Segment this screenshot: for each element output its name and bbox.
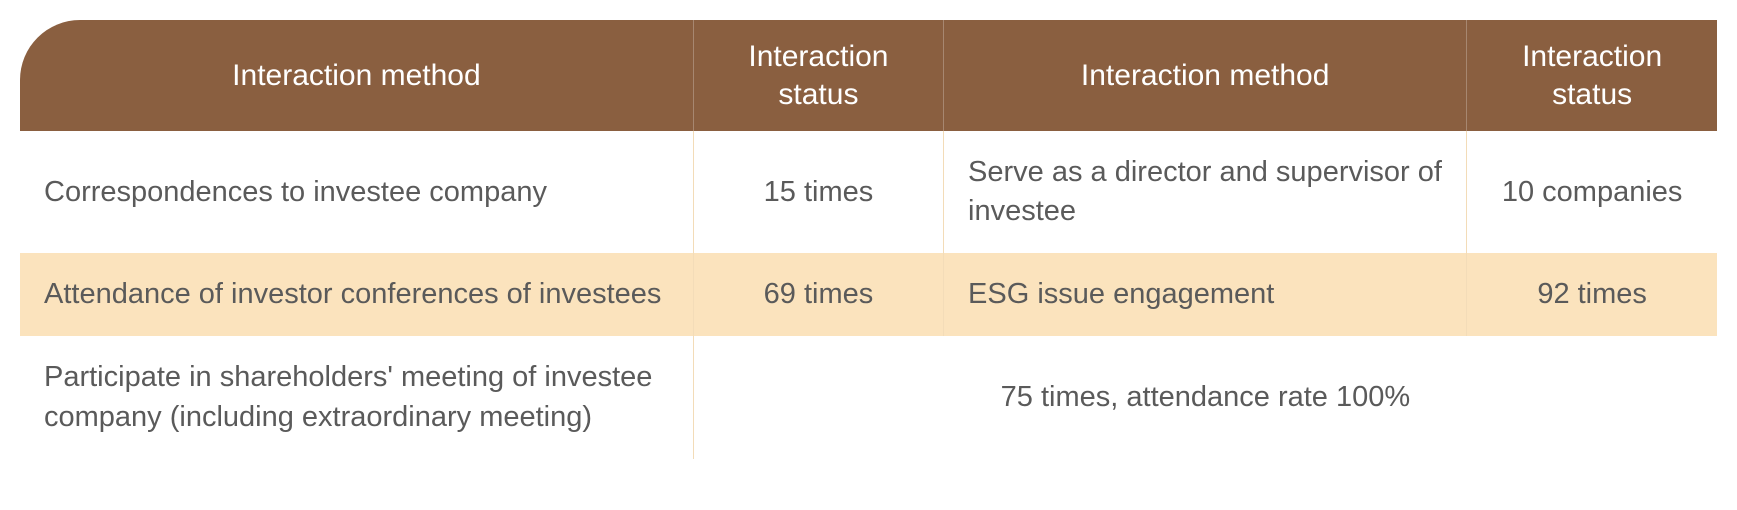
interaction-table: Interaction method Interaction status In…	[20, 20, 1717, 459]
cell: 15 times	[693, 131, 943, 253]
cell: 92 times	[1467, 253, 1717, 336]
col-header: Interaction method	[944, 20, 1467, 131]
table-header-row: Interaction method Interaction status In…	[20, 20, 1717, 131]
col-header: Interaction status	[693, 20, 943, 131]
table-row: Correspondences to investee company 15 t…	[20, 131, 1717, 253]
cell: ESG issue engagement	[944, 253, 1467, 336]
col-header: Interaction method	[20, 20, 693, 131]
table-row: Participate in shareholders' meeting of …	[20, 336, 1717, 458]
cell: Attendance of investor conferences of in…	[20, 253, 693, 336]
cell: 10 companies	[1467, 131, 1717, 253]
col-header: Interaction status	[1467, 20, 1717, 131]
cell-merged: 75 times, attendance rate 100%	[693, 336, 1717, 458]
cell: Participate in shareholders' meeting of …	[20, 336, 693, 458]
table-row: Attendance of investor conferences of in…	[20, 253, 1717, 336]
cell: Serve as a director and supervisor of in…	[944, 131, 1467, 253]
cell: Correspondences to investee company	[20, 131, 693, 253]
cell: 69 times	[693, 253, 943, 336]
